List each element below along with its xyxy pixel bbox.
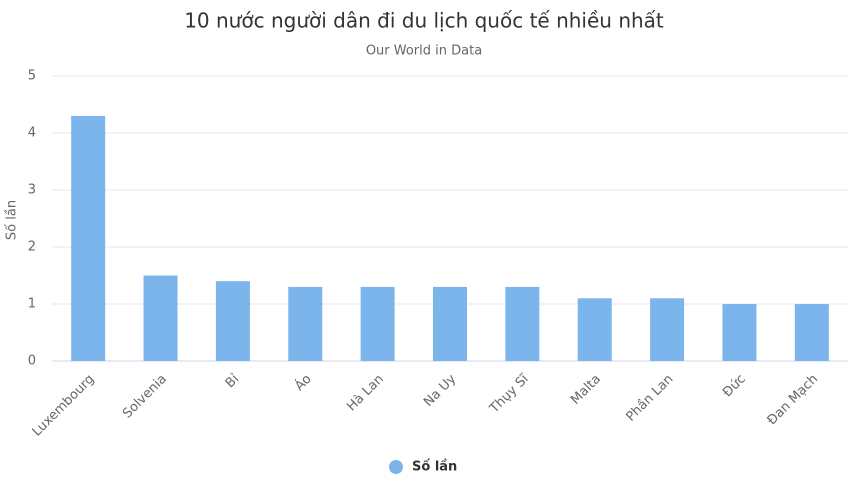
- bar: [577, 298, 612, 361]
- y-tick-label: 4: [28, 126, 36, 141]
- bar: [794, 304, 829, 361]
- y-tick-label: 5: [28, 69, 36, 84]
- legend-marker: [389, 460, 403, 474]
- x-tick-label: Na Uy: [421, 371, 459, 409]
- bar: [360, 286, 395, 361]
- bar: [505, 286, 540, 361]
- y-tick-label: 3: [28, 183, 36, 198]
- chart-title: 10 nước người dân đi du lịch quốc tế nhi…: [184, 9, 664, 33]
- y-axis-label: Số lần: [5, 200, 20, 240]
- bar: [288, 286, 323, 361]
- legend-label: Số lần: [412, 460, 457, 475]
- x-tick-label: Hà Lan: [344, 372, 387, 415]
- bar: [722, 304, 757, 361]
- x-tick-label: Phần Lan: [623, 372, 676, 425]
- x-tick-label: Bỉ: [223, 371, 243, 391]
- x-tick-label: Malta: [568, 372, 604, 408]
- x-tick-label: Đan Mạch: [765, 372, 822, 429]
- x-tick-label: Luxembourg: [30, 372, 98, 440]
- bar: [650, 298, 685, 361]
- y-tick-label: 1: [28, 297, 36, 312]
- chart-subtitle: Our World in Data: [366, 44, 482, 59]
- x-tick-label: Solvenia: [120, 372, 170, 422]
- bar: [71, 115, 106, 362]
- y-tick-label: 0: [28, 354, 36, 369]
- x-tick-label: Đức: [720, 372, 749, 401]
- bar: [432, 286, 468, 361]
- x-tick-label: Áo: [292, 371, 315, 394]
- bar: [143, 275, 178, 361]
- y-tick-label: 2: [28, 240, 36, 255]
- x-tick-label: Thụy Sĩ: [486, 371, 532, 417]
- bar: [215, 281, 250, 361]
